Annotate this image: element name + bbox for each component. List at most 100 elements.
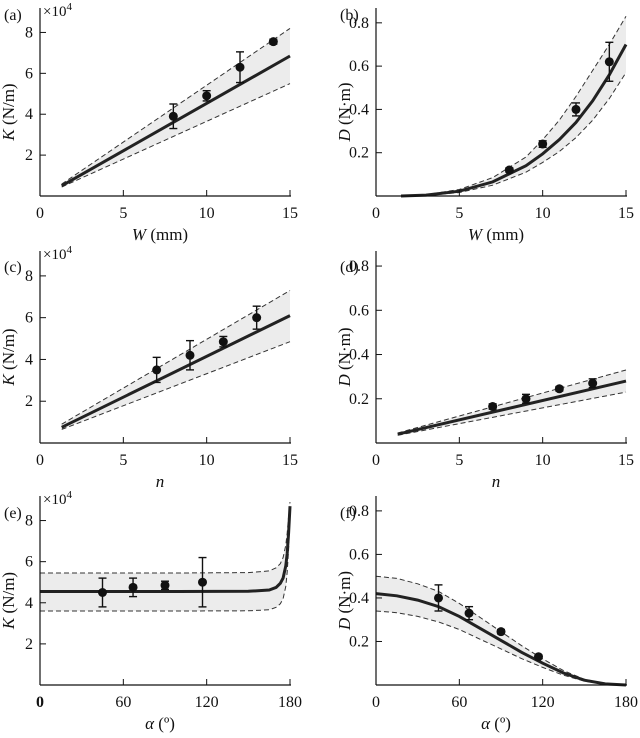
y-tick-label: 2 <box>25 636 33 653</box>
fit-line <box>61 314 291 429</box>
y-axis-label: K (N/m) <box>0 83 18 141</box>
marker <box>128 582 138 592</box>
y-tick-label: 0.8 <box>349 503 369 520</box>
marker <box>268 37 278 47</box>
fit-line <box>40 506 292 593</box>
y-tick-label: 0.2 <box>349 391 369 408</box>
y-tick-label: 0.4 <box>349 101 369 118</box>
y-tick-label: 0.2 <box>349 145 369 162</box>
fit-line <box>60 54 291 188</box>
marker <box>202 91 212 101</box>
upper-bound-line <box>40 502 291 574</box>
y-tick-label: 6 <box>25 554 33 571</box>
data-point <box>504 165 514 175</box>
x-tick-label: 0 <box>36 694 44 711</box>
marker <box>464 608 474 618</box>
x-tick-label: 180 <box>278 694 302 711</box>
x-tick-label: 15 <box>618 452 634 469</box>
panel-label: (d) <box>340 259 359 276</box>
marker <box>434 593 443 603</box>
y-tick-label: 0.8 <box>349 258 369 275</box>
marker <box>554 384 564 394</box>
y-tick-label: 2 <box>25 147 33 164</box>
y-tick-label: 0.2 <box>349 633 369 650</box>
marker <box>496 627 506 637</box>
data-point <box>488 402 498 412</box>
x-tick-label: 180 <box>614 694 638 711</box>
lower-bound-line <box>397 391 627 436</box>
data-point <box>496 627 506 637</box>
marker <box>198 577 207 587</box>
marker <box>160 580 170 590</box>
data-point <box>98 577 107 608</box>
data-point <box>604 41 614 82</box>
fit-line <box>397 379 627 436</box>
y-tick-label: 2 <box>25 393 33 410</box>
confidence-band <box>61 290 291 430</box>
data-point <box>185 339 195 371</box>
y-axis-label: K (N/m) <box>0 572 18 630</box>
lower-bound-line <box>400 72 627 197</box>
marker <box>488 402 498 412</box>
lower-bound-line <box>61 341 291 430</box>
marker <box>152 365 162 375</box>
data-point <box>521 393 531 404</box>
x-tick-label: 120 <box>531 694 555 711</box>
panel-label: (e) <box>4 505 22 522</box>
y-tick-label: 6 <box>25 65 33 82</box>
marker <box>185 350 195 360</box>
x-tick-label: 0 <box>372 205 380 222</box>
marker <box>98 588 107 597</box>
panel-label: (b) <box>340 7 359 24</box>
y-axis-label: D (N·m) <box>335 82 354 142</box>
x-tick-label: 5 <box>119 452 127 469</box>
x-tick-label: 0 <box>372 452 380 469</box>
x-axis-label: W (mm) <box>468 225 524 244</box>
x-axis-label: α (º) <box>481 714 511 733</box>
upper-bound-line <box>61 290 291 425</box>
confidence-band <box>40 502 290 611</box>
marker <box>168 111 178 121</box>
marker <box>538 139 548 149</box>
y-tick-label: 0.6 <box>349 302 369 319</box>
data-point <box>152 356 162 384</box>
upper-bound-line <box>61 27 291 185</box>
y-tick-label: 4 <box>25 106 33 123</box>
data-point <box>168 103 178 130</box>
panel-f: 0 60 120 180 0.2 0.4 0.6 0.8(f) α (º) D (N·m) <box>335 496 638 733</box>
data-point <box>434 584 443 612</box>
y-tick-label: 0.4 <box>349 347 369 364</box>
axis-multiplier: ×104 <box>43 1 72 20</box>
marker <box>571 104 581 114</box>
x-tick-label: 15 <box>282 452 298 469</box>
marker <box>534 652 543 662</box>
data-point <box>538 139 548 149</box>
lower-bound-line <box>61 83 291 188</box>
y-tick-label: 0.6 <box>349 58 369 75</box>
axis-multiplier: ×104 <box>43 244 72 263</box>
confidence-band <box>401 16 626 196</box>
marker <box>235 62 245 72</box>
panel-b: 0 5 10 15 0.2 0.4 0.6 0.8(b) W (mm) D (N·m) <box>335 7 634 244</box>
axis-multiplier: ×104 <box>43 489 72 508</box>
x-tick-label: 15 <box>282 205 298 222</box>
x-axis-label: n <box>156 472 165 491</box>
marker <box>218 337 228 347</box>
y-axis-label: D (N·m) <box>335 571 354 631</box>
confidence-band <box>397 370 626 436</box>
x-tick-label: 5 <box>119 205 127 222</box>
data-point <box>588 378 598 389</box>
panel-label: (f) <box>340 505 356 522</box>
marker <box>504 165 514 175</box>
x-axis-label: α (º) <box>145 714 175 733</box>
x-tick-label: 60 <box>115 694 131 711</box>
panel-c: 0 5 10 15 2 4 6 8(c) ×104 n K (N/m) <box>0 244 298 491</box>
y-tick-label: 8 <box>25 268 33 285</box>
data-point <box>128 577 138 598</box>
x-tick-label: 5 <box>455 452 463 469</box>
data-point <box>464 605 474 621</box>
x-axis-label: n <box>492 472 501 491</box>
x-tick-label: 10 <box>199 205 215 222</box>
marker <box>521 394 531 404</box>
